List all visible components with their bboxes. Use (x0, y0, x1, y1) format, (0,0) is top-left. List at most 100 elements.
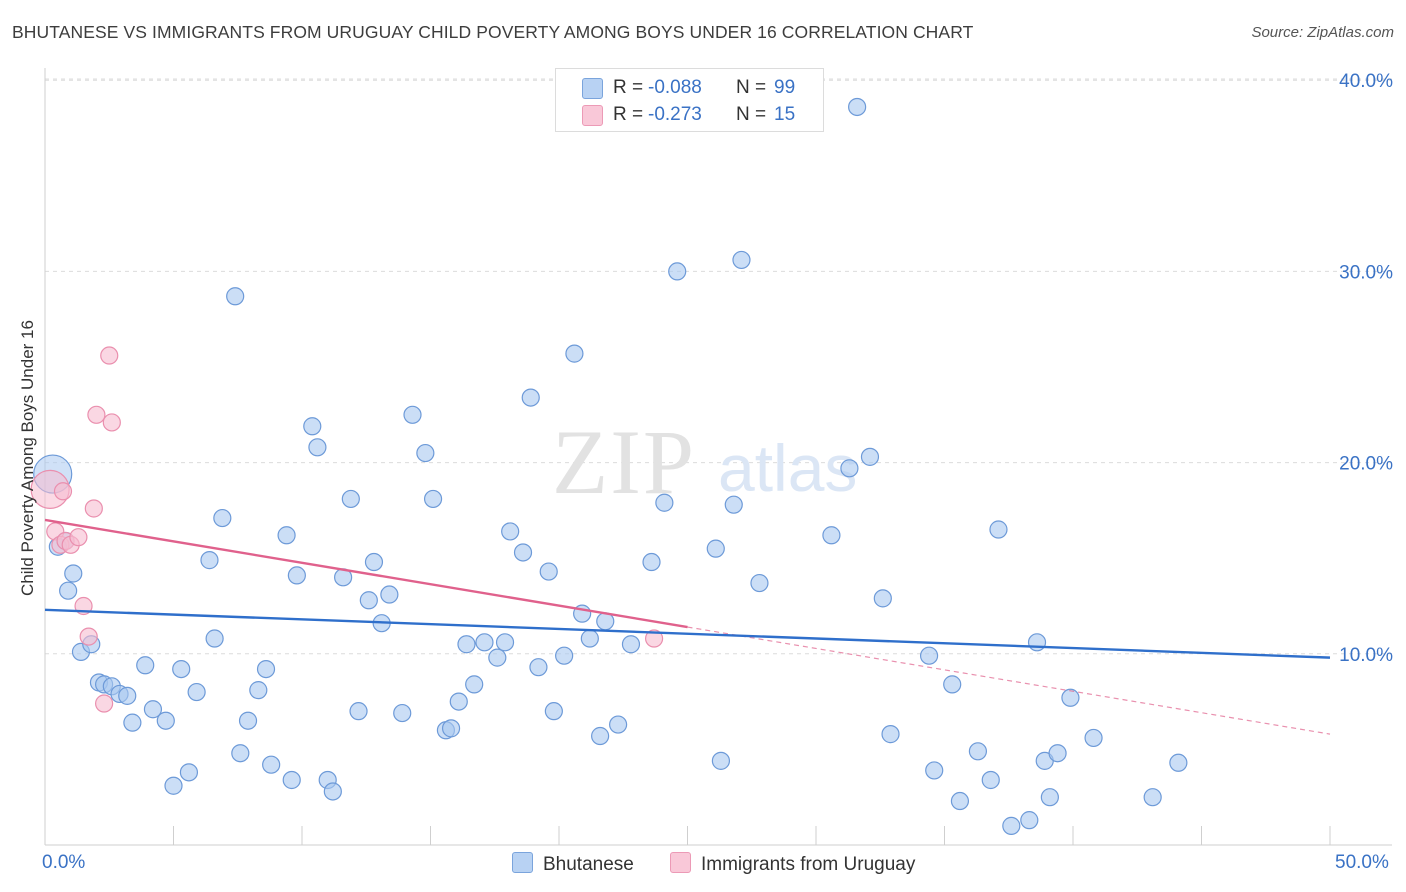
data-point-bhutanese (513, 543, 533, 562)
legend-n-value: 99 (774, 77, 796, 98)
data-point-bhutanese (249, 681, 268, 700)
data-point-bhutanese (495, 633, 515, 652)
data-point-bhutanese (200, 551, 219, 570)
data-point-bhutanese (393, 703, 412, 723)
data-point-bhutanese (840, 459, 859, 478)
legend-swatch-uruguay (582, 105, 603, 126)
data-point-bhutanese (881, 725, 900, 744)
data-point-bhutanese (172, 659, 191, 679)
y-tick-label: 30.0% (1339, 262, 1393, 283)
data-point-bhutanese (59, 581, 78, 600)
data-point-bhutanese (655, 493, 674, 512)
data-point-bhutanese (423, 489, 443, 509)
data-point-bhutanese (449, 692, 468, 711)
data-point-bhutanese (529, 658, 548, 677)
data-point-bhutanese (968, 742, 988, 761)
x-tick-label-min: 0.0% (42, 852, 86, 873)
data-point-bhutanese (416, 443, 435, 463)
data-point-bhutanese (521, 388, 540, 407)
watermark-zip: ZIP (552, 411, 696, 513)
data-point-bhutanese (287, 566, 306, 585)
bottom-legend-label-bhutanese: Bhutanese (543, 854, 634, 875)
data-point-bhutanese (349, 702, 368, 721)
data-point-bhutanese (226, 287, 245, 306)
legend-box: R = -0.088 N = 99 R = -0.273 N = 15 (555, 68, 824, 132)
data-point-bhutanese (609, 715, 628, 734)
data-point-bhutanese (591, 726, 610, 746)
data-point-uruguay (53, 482, 73, 501)
bottom-legend-swatch-uruguay (670, 852, 691, 873)
legend-r-value: -0.088 (648, 77, 702, 98)
data-point-bhutanese (822, 526, 841, 545)
legend-n-label: N = (736, 77, 767, 98)
data-point-bhutanese (303, 417, 322, 436)
data-point-bhutanese (580, 629, 599, 648)
data-point-bhutanese (256, 659, 276, 679)
data-point-bhutanese (341, 489, 360, 509)
data-point-bhutanese (457, 635, 476, 654)
data-point-bhutanese (143, 700, 163, 719)
data-point-bhutanese (706, 539, 725, 558)
watermark-atlas: atlas (718, 431, 857, 505)
trend-line-bhutanese (44, 608, 1331, 659)
y-tick-label: 20.0% (1339, 454, 1393, 475)
data-point-uruguay (84, 499, 103, 518)
data-point-bhutanese (475, 633, 494, 652)
gridlines (45, 78, 1392, 655)
data-point-bhutanese (364, 552, 384, 572)
bottom-legend-swatch-bhutanese (512, 852, 533, 873)
chart-title: BHUTANESE VS IMMIGRANTS FROM URUGUAY CHI… (12, 22, 974, 42)
data-point-bhutanese (282, 770, 301, 790)
data-point-bhutanese (642, 552, 661, 572)
data-point-bhutanese (1143, 788, 1162, 807)
data-point-bhutanese (873, 589, 892, 608)
data-point-bhutanese (123, 713, 142, 732)
y-tick-label: 40.0% (1339, 71, 1393, 92)
data-point-bhutanese (989, 520, 1008, 539)
series-uruguay (30, 346, 664, 713)
data-point-bhutanese (732, 250, 751, 270)
data-point-bhutanese (118, 686, 137, 705)
bottom-legend-bhutanese: Bhutanese (512, 852, 634, 876)
data-point-bhutanese (565, 344, 584, 363)
y-tick-labels: 10.0% 20.0% 30.0% 40.0% (1339, 71, 1393, 666)
data-point-bhutanese (724, 495, 743, 514)
y-tick-label: 10.0% (1339, 645, 1393, 666)
data-point-bhutanese (403, 405, 422, 424)
data-point-bhutanese (950, 791, 970, 811)
data-point-bhutanese (136, 656, 155, 675)
data-point-bhutanese (981, 770, 1000, 790)
data-point-bhutanese (668, 262, 687, 281)
data-point-bhutanese (213, 508, 232, 528)
data-point-bhutanese (187, 682, 206, 702)
legend-n-label: N = (736, 104, 767, 125)
data-point-bhutanese (262, 755, 281, 774)
data-point-bhutanese (919, 646, 939, 665)
legend-n-value: 15 (774, 104, 796, 125)
data-point-bhutanese (711, 751, 731, 770)
data-point-bhutanese (465, 675, 484, 694)
data-point-bhutanese (64, 564, 83, 583)
data-point-bhutanese (1040, 788, 1059, 807)
data-point-bhutanese (750, 573, 769, 593)
data-point-bhutanese (544, 702, 563, 721)
data-point-bhutanese (539, 562, 558, 581)
data-point-uruguay (95, 694, 114, 713)
data-point-bhutanese (323, 782, 342, 801)
trend-line-uruguay (44, 518, 688, 629)
bottom-legend-uruguay: Immigrants from Uruguay (670, 852, 915, 876)
data-point-uruguay (87, 405, 106, 424)
data-point-bhutanese (1169, 753, 1188, 772)
data-point-bhutanese (1020, 811, 1039, 830)
data-point-bhutanese (308, 438, 327, 457)
legend-r-label: R = (613, 104, 644, 125)
data-point-bhutanese (231, 744, 250, 763)
data-point-bhutanese (860, 447, 880, 466)
data-point-bhutanese (205, 629, 224, 648)
data-point-bhutanese (1027, 633, 1047, 652)
source-label: Source: ZipAtlas.com (1251, 24, 1394, 41)
data-point-uruguay (644, 629, 664, 648)
data-point-bhutanese (1048, 744, 1067, 763)
data-point-bhutanese (925, 761, 944, 780)
data-point-bhutanese (1002, 816, 1021, 835)
